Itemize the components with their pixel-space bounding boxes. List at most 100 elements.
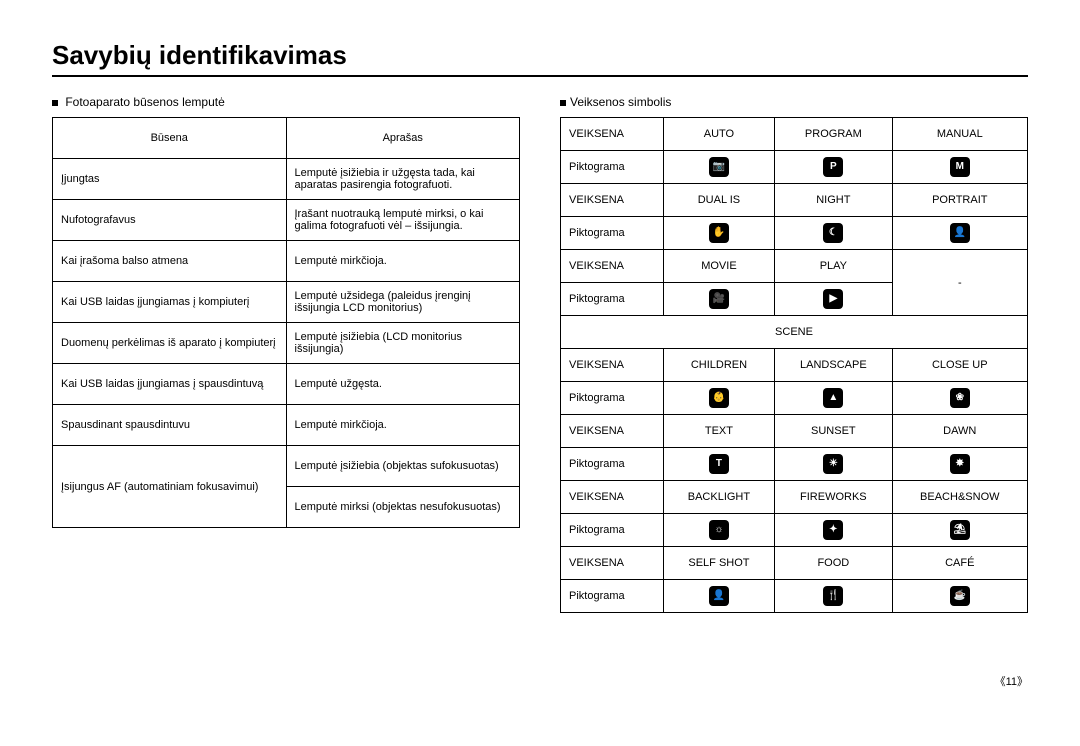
state-cell: Duomenų perkėlimas iš aparato į kompiute… [53,323,287,364]
mode-label: VEIKSENA [561,118,664,151]
mode-icon-cell: ☕ [892,580,1027,613]
mode-label: VEIKSENA [561,349,664,382]
bullet-icon [560,100,566,106]
desc-cell: Lemputė įsižiebia (LCD monitorius išsiju… [286,323,520,364]
status-table: Būsena Aprašas ĮjungtasLemputė įsižiebia… [52,117,520,528]
text-icon: T [709,454,729,474]
mode-icon-cell: ✸ [892,448,1027,481]
desc-cell: Lemputė įsižiebia (objektas sufokusuotas… [286,446,520,487]
mode-name: BACKLIGHT [663,481,774,514]
mode-label: VEIKSENA [561,184,664,217]
mode-name: MOVIE [663,250,774,283]
cafe-icon: ☕ [950,586,970,606]
dawn-icon: ✸ [950,454,970,474]
mode-icon-cell: ☀ [775,448,892,481]
mode-name: SUNSET [775,415,892,448]
mode-name: TEXT [663,415,774,448]
page-title: Savybių identifikavimas [52,40,1028,77]
movie-icon: 🎥 [709,289,729,309]
mode-icon-cell: ⛱ [892,514,1027,547]
mode-icon-cell: ▲ [775,382,892,415]
status-heading: Fotoaparato būsenos lemputė [52,95,520,109]
mode-label: VEIKSENA [561,547,664,580]
scene-header: SCENE [561,316,1028,349]
desc-cell: Lemputė mirkčioja. [286,241,520,282]
state-cell: Kai USB laidas įjungiamas į kompiuterį [53,282,287,323]
mode-name: FIREWORKS [775,481,892,514]
mode-name: LANDSCAPE [775,349,892,382]
icon-label: Piktograma [561,151,664,184]
icon-label: Piktograma [561,217,664,250]
desc-cell: Lemputė užsidega (paleidus įrenginį išsi… [286,282,520,323]
mode-icon-cell: ✦ [775,514,892,547]
icon-label: Piktograma [561,382,664,415]
status-lamp-section: Fotoaparato būsenos lemputė Būsena Apraš… [52,95,520,613]
dualis-icon: ✋ [709,223,729,243]
selfshot-icon: 👤 [709,586,729,606]
portrait-icon: 👤 [950,223,970,243]
mode-name: CHILDREN [663,349,774,382]
mode-icon-cell: P [775,151,892,184]
mode-icon-cell: 👤 [892,217,1027,250]
manual-icon: M [950,157,970,177]
mode-icon-cell: ❀ [892,382,1027,415]
mode-name: AUTO [663,118,774,151]
landscape-icon: ▲ [823,388,843,408]
play-icon: ▶ [823,289,843,309]
mode-name: PLAY [775,250,892,283]
desc-cell: Lemputė mirkčioja. [286,405,520,446]
desc-cell: Įrašant nuotrauką lemputė mirksi, o kai … [286,200,520,241]
mode-name: PROGRAM [775,118,892,151]
fireworks-icon: ✦ [823,520,843,540]
status-heading-text: Fotoaparato būsenos lemputė [65,95,224,109]
sunset-icon: ☀ [823,454,843,474]
mode-icon-cell: 🍴 [775,580,892,613]
mode-heading-text: Veiksenos simbolis [570,95,671,109]
icon-label: Piktograma [561,283,664,316]
state-cell: Nufotografavus [53,200,287,241]
desc-cell: Lemputė užgęsta. [286,364,520,405]
state-cell: Spausdinant spausdintuvu [53,405,287,446]
beachsnow-icon: ⛱ [950,520,970,540]
mode-icon-cell: 👤 [663,580,774,613]
mode-name: PORTRAIT [892,184,1027,217]
bullet-icon [52,100,58,106]
program-icon: P [823,157,843,177]
state-cell: Įsijungus AF (automatiniam fokusavimui) [53,446,287,528]
children-icon: 👶 [709,388,729,408]
page-number: 《11》 [52,673,1028,689]
state-cell: Įjungtas [53,159,287,200]
mode-icon-cell: ▶ [775,283,892,316]
state-cell: Kai USB laidas įjungiamas į spausdintuvą [53,364,287,405]
mode-table: VEIKSENAAUTOPROGRAMMANUAL Piktograma 📷 P… [560,117,1028,613]
mode-icon-cell: 👶 [663,382,774,415]
icon-label: Piktograma [561,580,664,613]
mode-name: CLOSE UP [892,349,1027,382]
auto-icon: 📷 [709,157,729,177]
col-header-desc: Aprašas [286,118,520,159]
mode-name: MANUAL [892,118,1027,151]
mode-icon-cell: ☾ [775,217,892,250]
mode-label: VEIKSENA [561,415,664,448]
desc-cell: Lemputė mirksi (objektas nesufokusuotas) [286,487,520,528]
col-header-state: Būsena [53,118,287,159]
mode-icon-cell: ✋ [663,217,774,250]
mode-heading: Veiksenos simbolis [560,95,1028,109]
mode-name: CAFÉ [892,547,1027,580]
mode-icon-cell: M [892,151,1027,184]
mode-label: VEIKSENA [561,250,664,283]
closeup-icon: ❀ [950,388,970,408]
food-icon: 🍴 [823,586,843,606]
mode-label: VEIKSENA [561,481,664,514]
mode-icon-cell: 📷 [663,151,774,184]
night-icon: ☾ [823,223,843,243]
state-cell: Kai įrašoma balso atmena [53,241,287,282]
icon-label: Piktograma [561,448,664,481]
mode-name: BEACH&SNOW [892,481,1027,514]
mode-name: FOOD [775,547,892,580]
mode-name: DUAL IS [663,184,774,217]
mode-name: NIGHT [775,184,892,217]
mode-name: SELF SHOT [663,547,774,580]
mode-icon-cell: T [663,448,774,481]
desc-cell: Lemputė įsižiebia ir užgęsta tada, kai a… [286,159,520,200]
